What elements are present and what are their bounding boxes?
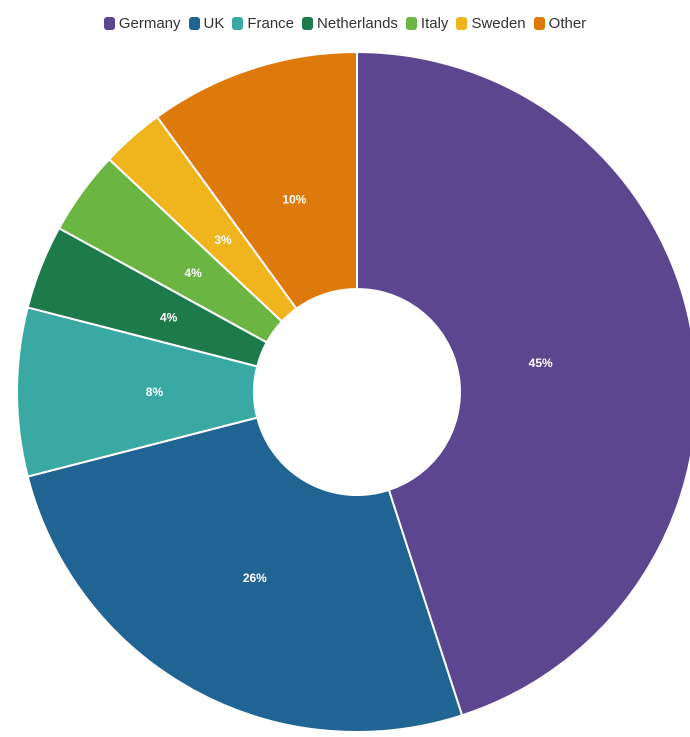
slice-label-germany: 45% (529, 356, 553, 370)
slice-label-sweden: 3% (214, 233, 232, 247)
slice-label-italy: 4% (184, 266, 202, 280)
slice-label-uk: 26% (243, 571, 267, 585)
slice-label-other: 10% (282, 192, 306, 206)
slice-label-france: 8% (146, 385, 164, 399)
slice-label-netherlands: 4% (160, 310, 178, 324)
